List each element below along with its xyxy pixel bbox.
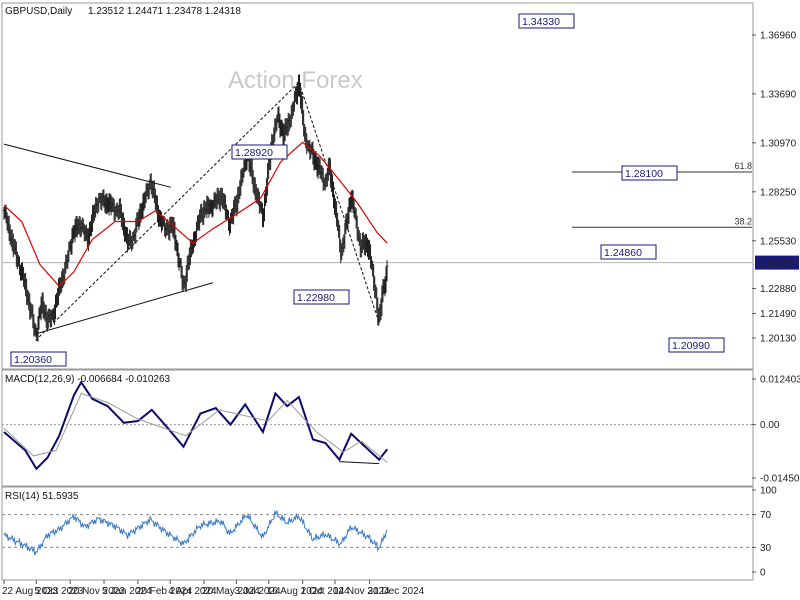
- price-annotation-label: 1.20990: [672, 340, 710, 352]
- price-axis-label: 1.22880: [760, 284, 797, 295]
- macd-divergence-line: [339, 461, 380, 465]
- rsi-axis-label: 0: [760, 568, 766, 579]
- price-axis-label: 1.20130: [760, 334, 797, 345]
- x-axis-label: 4 Apr 2024: [168, 586, 217, 597]
- price-annotation-label: 1.28100: [625, 168, 663, 180]
- price-annotations: 1.34330 1.28920 1.28100 1.24860 1.22980 1.209…: [10, 13, 725, 367]
- signal-line: [3, 392, 388, 463]
- rsi-layer: 100 70 30 0: [2, 486, 777, 579]
- x-axis-label: 20 Nov 2023: [68, 586, 125, 597]
- price-annotation-label: 1.24860: [604, 247, 642, 259]
- current-price-label: 1.24318: [758, 259, 795, 270]
- x-axis-label: 3 Jul 2024: [234, 586, 281, 597]
- price-annotation-box: [621, 165, 678, 181]
- price-annotation-box: [600, 244, 657, 260]
- rsi-axis-label: 70: [760, 510, 772, 521]
- x-axis-label: 20 Feb 2024: [136, 586, 193, 597]
- fibonacci-label: 38.2: [734, 216, 752, 226]
- x-axis-label: 14 Nov 2024: [333, 586, 390, 597]
- price-pane-frame: [1, 2, 754, 370]
- moving-average-line: [3, 141, 388, 288]
- price-axis-label: 1.30970: [760, 138, 797, 149]
- trendline: [298, 82, 380, 323]
- price-annotation-box: [10, 351, 67, 367]
- trendline: [3, 143, 172, 188]
- macd-axis-label: -0.014502: [760, 474, 800, 485]
- price-annotation-label: 1.34330: [522, 16, 560, 28]
- macd-line: [3, 380, 388, 471]
- x-axis-label: 22 Aug 2023: [2, 586, 59, 597]
- macd-axis-label: 0.00: [760, 420, 780, 431]
- x-axis-label: 16 Aug 2024: [267, 586, 324, 597]
- price-annotation-box: [668, 337, 725, 353]
- trendline: [35, 81, 300, 341]
- price-axis: 1.36960 1.33690 1.30970 1.28250 1.25530 1.228…: [752, 31, 799, 345]
- x-axis-label: 5 Jan 2024: [102, 586, 152, 597]
- macd-pane-frame: [1, 369, 754, 487]
- price-annotation-box: [293, 289, 350, 305]
- price-axis-label: 1.33690: [760, 89, 797, 100]
- price-axis-label: 1.21490: [760, 309, 797, 320]
- price-annotation-label: 1.20360: [14, 354, 52, 366]
- rsi-axis-label: 30: [760, 543, 772, 554]
- x-axis-label: 1 Oct 2024: [301, 586, 350, 597]
- price-pane-symbol: GBPUSD,Daily: [5, 6, 72, 17]
- price-axis-label: 1.25530: [760, 236, 797, 247]
- price-annotation-label: 1.28920: [235, 147, 273, 159]
- price-annotation-box: [518, 13, 575, 29]
- x-axis-label: 31 Dec 2024: [368, 586, 425, 597]
- fibonacci-label: 61.8: [734, 161, 752, 171]
- rsi-axis-label: 100: [760, 486, 777, 497]
- price-axis-label: 1.36960: [760, 31, 797, 42]
- price-annotation-box: [231, 144, 288, 160]
- rsi-pane-title: RSI(14) 51.5935: [5, 491, 79, 502]
- x-axis-label: 20 May 2024: [202, 586, 260, 597]
- current-price-box: [755, 255, 799, 270]
- macd-axis-label: 0.012403: [760, 375, 800, 386]
- moving-average-layer: [3, 141, 388, 288]
- rsi-pane-frame: [1, 486, 754, 581]
- price-pane-ohlc: 1.23512 1.24471 1.23478 1.24318: [88, 6, 241, 17]
- macd-pane-title: MACD(12,26,9) -0.006684 -0.010263: [5, 374, 171, 385]
- price-axis-label: 1.28250: [760, 187, 797, 198]
- ohlc-bar: [385, 260, 389, 282]
- x-axis-label: 5 Oct 2023: [34, 586, 83, 597]
- rsi-line: [3, 509, 388, 556]
- price-annotation-label: 1.22980: [297, 292, 335, 304]
- macd-layer: 0.012403 0.00 -0.014502: [2, 375, 800, 485]
